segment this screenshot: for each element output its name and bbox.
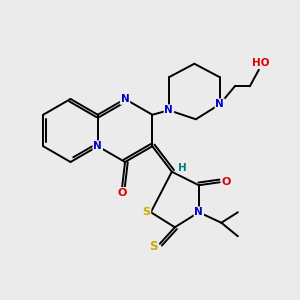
Text: O: O <box>222 177 231 187</box>
Text: N: N <box>93 141 102 151</box>
Text: N: N <box>215 99 224 109</box>
Text: H: H <box>178 163 187 173</box>
Text: N: N <box>194 207 203 217</box>
Text: HO: HO <box>252 58 269 68</box>
Text: S: S <box>149 240 158 253</box>
Text: N: N <box>121 94 129 104</box>
Text: S: S <box>142 207 150 217</box>
Text: N: N <box>164 105 173 115</box>
Text: O: O <box>117 188 127 198</box>
